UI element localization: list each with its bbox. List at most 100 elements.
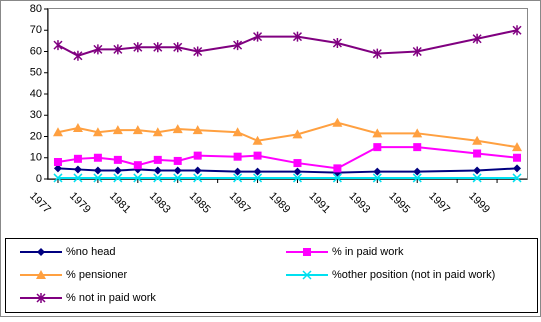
marker: [293, 159, 302, 168]
marker: [53, 164, 62, 173]
marker: [412, 128, 423, 138]
marker: [372, 173, 382, 183]
marker: [253, 31, 263, 42]
y-tick-label: 50: [30, 67, 42, 79]
marker: [53, 40, 63, 51]
marker: [472, 33, 482, 44]
marker: [513, 164, 522, 173]
legend-label: % pensioner: [66, 269, 127, 281]
marker: [36, 293, 46, 303]
y-tick-label: 80: [30, 3, 42, 15]
marker: [473, 149, 482, 158]
legend-label: %other position (not in paid work): [332, 269, 495, 281]
legend-label: % not in paid work: [66, 292, 156, 304]
marker: [233, 173, 243, 183]
marker: [133, 161, 142, 170]
marker: [253, 151, 262, 160]
y-tick-label: 0: [36, 173, 42, 185]
marker: [472, 135, 483, 145]
marker: [233, 167, 242, 176]
marker: [173, 166, 182, 175]
series-line: [57, 29, 518, 57]
marker: [303, 248, 311, 256]
marker: [93, 44, 103, 55]
marker: [332, 117, 343, 127]
marker: [512, 173, 522, 183]
marker: [153, 166, 162, 175]
marker: [153, 173, 163, 183]
marker: [133, 42, 143, 53]
marker: [232, 127, 243, 137]
marker: [172, 124, 183, 134]
series-line: [57, 121, 518, 149]
marker: [413, 167, 422, 176]
marker: [73, 165, 82, 174]
marker: [52, 127, 63, 137]
marker: [192, 125, 203, 135]
marker: [193, 173, 203, 183]
marker: [36, 270, 46, 279]
series-line: [57, 167, 518, 174]
marker: [152, 127, 163, 137]
marker: [72, 123, 83, 132]
marker: [233, 152, 242, 161]
marker: [372, 128, 383, 138]
y-tick-label: 30: [30, 109, 42, 121]
marker: [472, 173, 482, 183]
series-line: [57, 146, 518, 170]
marker: [73, 50, 83, 61]
marker: [193, 166, 202, 175]
marker: [233, 40, 243, 51]
marker: [133, 173, 143, 183]
marker: [473, 166, 482, 175]
marker: [113, 173, 123, 183]
marker: [512, 25, 522, 36]
y-tick-label: 70: [30, 24, 42, 36]
marker: [412, 46, 422, 57]
y-tick-label: 60: [30, 45, 42, 57]
marker: [53, 158, 62, 166]
marker: [292, 129, 303, 139]
marker: [253, 167, 262, 176]
marker: [173, 173, 183, 183]
marker: [253, 173, 263, 183]
marker: [373, 143, 382, 152]
marker: [153, 155, 162, 164]
marker: [332, 38, 342, 48]
marker: [292, 173, 303, 183]
y-tick-label: 20: [30, 130, 42, 142]
legend-label: %no head: [66, 246, 116, 258]
marker: [153, 42, 163, 53]
marker: [112, 125, 123, 135]
marker: [132, 125, 143, 135]
marker: [333, 164, 342, 173]
marker: [373, 167, 382, 176]
marker: [332, 173, 342, 183]
marker: [93, 173, 103, 183]
marker: [93, 153, 102, 162]
marker: [293, 167, 302, 176]
marker: [113, 166, 122, 175]
marker: [113, 155, 122, 164]
marker: [73, 154, 82, 163]
marker: [372, 48, 382, 59]
marker: [173, 42, 183, 53]
marker: [302, 270, 312, 280]
marker: [53, 173, 63, 183]
marker: [412, 173, 422, 183]
marker: [92, 127, 103, 137]
marker: [512, 142, 523, 152]
marker: [93, 166, 102, 175]
marker: [193, 151, 202, 160]
marker: [413, 143, 422, 152]
marker: [292, 31, 303, 42]
legend-box: [5, 238, 538, 313]
marker: [73, 173, 83, 183]
legend-label: % in paid work: [332, 246, 404, 258]
marker: [252, 135, 263, 145]
marker: [37, 248, 45, 256]
y-tick-label: 40: [30, 88, 42, 100]
marker: [113, 44, 123, 55]
